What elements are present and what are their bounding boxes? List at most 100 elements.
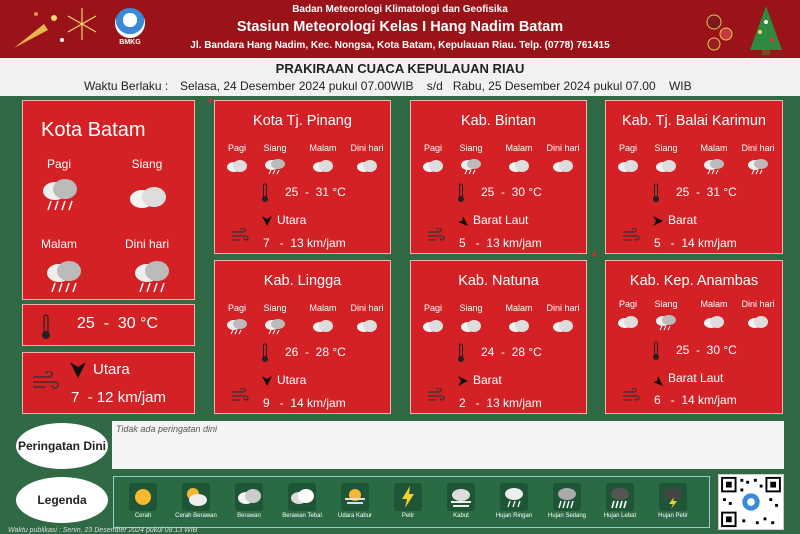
period-label: Pagi — [618, 299, 637, 309]
region-name: Kota Tj. Pinang — [253, 113, 352, 129]
wind-direction: Barat — [473, 373, 502, 387]
cloud-icon — [618, 160, 638, 172]
period-label: Siang — [263, 143, 287, 153]
period-label: Malam — [505, 303, 533, 313]
thermometer-icon — [458, 343, 464, 362]
cloud-icon — [357, 320, 377, 332]
wind-direction: Barat — [668, 213, 697, 227]
region-name: Kab. Lingga — [263, 273, 342, 289]
sun-cloud-icon — [182, 483, 210, 511]
cloud-icon — [748, 316, 768, 328]
legend-item: Cerah — [120, 483, 166, 519]
thermometer-icon — [262, 343, 268, 362]
station-name: Stasiun Meteorologi Kelas I Hang Nadim B… — [236, 19, 564, 35]
heavy-rain-cloud-icon — [43, 179, 77, 211]
forecast-card-kab-kep-anambas: Kab. Kep. Anambas Pagi Siang Malam Dini … — [605, 260, 783, 414]
wind-arrow-icon — [70, 362, 86, 378]
thunderstorm-icon — [659, 483, 687, 511]
header: Badan Meteorologi Klimatologi dan Geofis… — [0, 0, 800, 58]
cloud-icon — [704, 316, 724, 328]
cloud-icon — [313, 160, 333, 172]
cloud-icon — [461, 320, 481, 332]
legend-item: Hujan Lebat — [597, 483, 643, 519]
legend-item: Petir — [385, 483, 431, 519]
forecast-card-kota-batam: Kota Batam Pagi Siang Malam Dini hari — [22, 100, 195, 300]
period-label: Malam — [700, 299, 728, 309]
wind-icon — [232, 388, 249, 401]
temperature-range: 24 - 28 °C — [481, 345, 542, 359]
cloud-icon — [509, 160, 529, 172]
temperature-box-kota-batam: 25 - 30 °C — [22, 304, 195, 346]
wind-arrow-icon — [653, 216, 663, 226]
wind-speed: 2 - 13 km/jam — [459, 396, 542, 410]
period-label: Dini hari — [350, 143, 384, 153]
temperature-range: 25 - 31 °C — [285, 185, 346, 199]
legend-item: Hujan Petir — [650, 483, 696, 519]
region-name: Kota Batam — [41, 119, 146, 141]
wind-speed: 5 - 14 km/jam — [654, 236, 737, 250]
forecast-card-kota-tj-pinang: Kota Tj. Pinang Pagi Siang Malam Dini ha… — [214, 100, 391, 254]
warning-label: Peringatan Dini — [16, 423, 108, 469]
moderate-rain-icon — [553, 483, 581, 511]
period-label: Pagi — [46, 157, 72, 171]
cloud-icon — [130, 187, 166, 208]
fireworks-decoration-icon — [14, 8, 97, 48]
legend-item: Berawan Tebal — [279, 483, 325, 519]
legend-item: Udara Kabur — [332, 483, 378, 519]
period-label: Dini hari — [124, 237, 169, 251]
rain-cloud-icon — [461, 159, 481, 175]
forecast-card-kab-lingga: Kab. Lingga Pagi Siang Malam Dini hari 2… — [214, 260, 391, 414]
bmkg-logo: BMKG — [113, 8, 147, 48]
temperature-range: 25 - 30 °C — [676, 343, 737, 357]
temperature-range: 26 - 28 °C — [285, 345, 346, 359]
period-label: Pagi — [227, 303, 246, 313]
wind-arrow-icon — [458, 376, 468, 386]
period-label: Siang — [654, 143, 678, 153]
haze-icon — [341, 483, 369, 511]
thick-cloud-icon — [288, 483, 316, 511]
cloud-icon — [553, 320, 573, 332]
legend-strip: Cerah Cerah Berawan Berawan Berawan Teba… — [113, 476, 710, 528]
heavy-rain-cloud-icon — [47, 261, 81, 293]
wind-icon — [428, 228, 445, 241]
cloud-icon — [313, 320, 333, 332]
fog-icon — [447, 483, 475, 511]
period-label: Pagi — [227, 143, 246, 153]
wind-speed: 7 - 12 km/jam — [71, 389, 167, 406]
temperature-range: 25 - 31 °C — [676, 185, 737, 199]
thermometer-icon — [653, 341, 659, 360]
period-label: Siang — [459, 303, 483, 313]
period-label: Dini hari — [741, 143, 775, 153]
page-title: PRAKIRAAN CUACA KEPULAUAN RIAU — [275, 61, 525, 76]
period-label: Malam — [505, 143, 533, 153]
wind-speed: 7 - 13 km/jam — [263, 236, 346, 250]
region-name: Kab. Bintan — [461, 113, 536, 129]
cloud-icon — [227, 160, 247, 172]
period-label: Malam — [309, 143, 337, 153]
period-label: Pagi — [423, 303, 442, 313]
period-label: Dini hari — [546, 303, 580, 313]
forecast-card-kab-bintan: Kab. Bintan Pagi Siang Malam Dini hari 2… — [410, 100, 587, 254]
lightning-icon — [394, 483, 422, 511]
thermometer-icon — [458, 183, 464, 202]
forecast-card-kab-tj-balai-karimun: Kab. Tj. Balai Karimun Pagi Siang Malam … — [605, 100, 783, 254]
cloud-icon — [357, 160, 377, 172]
temperature-range: 25 - 30 °C — [77, 315, 159, 332]
wind-speed: 9 - 14 km/jam — [263, 396, 346, 410]
period-label: Dini hari — [546, 143, 580, 153]
legend-item: Cerah Berawan — [173, 483, 219, 519]
wind-arrow-icon — [262, 376, 272, 386]
legend-label: Legenda — [16, 477, 108, 523]
rain-cloud-icon — [265, 159, 285, 175]
wind-arrow-icon — [458, 216, 468, 226]
wind-direction: Barat Laut — [473, 213, 529, 227]
star-decoration-icon: ✦ — [590, 250, 599, 261]
thermometer-icon — [653, 183, 659, 202]
warning-text: Tidak ada peringatan dini — [112, 421, 784, 469]
wind-icon — [623, 388, 640, 401]
period-label: Dini hari — [350, 303, 384, 313]
cloud-icon — [235, 483, 263, 511]
wind-arrow-icon — [653, 376, 663, 386]
forecast-card-kab-natuna: Kab. Natuna Pagi Siang Malam Dini hari 2… — [410, 260, 587, 414]
title-bar: PRAKIRAAN CUACA KEPULAUAN RIAU Waktu Ber… — [0, 58, 800, 96]
